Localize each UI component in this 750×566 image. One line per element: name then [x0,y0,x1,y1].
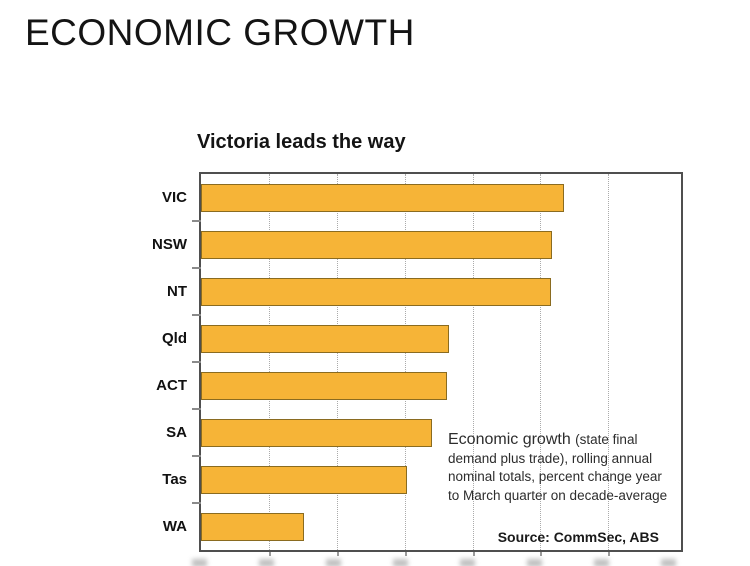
bars-layer: VIC NSW NT Qld ACT SA Tas WA [152,174,681,550]
category-label: ACT [156,377,187,394]
bar-wa [201,512,305,541]
category-label: SA [166,424,187,441]
annotation-text: to March quarter on decade-average [448,487,668,503]
bar-tas [201,465,408,494]
x-tick [540,552,543,556]
bar-qld [201,324,449,353]
annotation-line: to March quarter on decade-average [448,487,694,506]
bar-row: Tas [162,456,681,503]
annotation-line: nominal totals, percent change year [448,468,694,487]
category-label: NSW [152,236,187,253]
category-label: Qld [162,330,187,347]
bar-sa [201,418,432,447]
annotation-text: nominal totals, percent change year [448,469,662,484]
bar-act [201,371,447,400]
category-label: WA [162,518,187,535]
y-tick [192,502,201,504]
bar-row: SA [166,409,681,456]
x-tick [404,552,407,556]
annotation-line: demand plus trade), rolling annual [448,450,694,469]
page-title: ECONOMIC GROWTH [25,12,415,53]
gridline [540,174,542,550]
cropped-axis-labels [192,559,692,566]
bar-nsw [201,230,552,259]
category-label: NT [167,283,187,300]
x-tick [268,552,271,556]
annotation-line: Economic growth (state final [448,431,694,450]
plot-area: VIC NSW NT Qld ACT SA Tas WA Economic growth (s… [152,172,683,556]
chart-title: Victoria leads the way [197,131,406,153]
bar-row: ACT [156,362,681,409]
y-tick [192,361,201,363]
annotation-text: (state final [575,432,638,447]
x-tick [472,552,475,556]
category-label: Tas [162,471,187,488]
annotation-text: demand plus trade), rolling annual [448,450,653,466]
y-tick [192,408,201,410]
gridline [404,174,406,550]
gridline [268,174,270,550]
bar-vic [201,183,565,212]
bar-row: VIC [162,174,681,221]
bar-nt [201,277,551,306]
y-tick [192,314,201,316]
bar-row: WA [163,503,681,550]
bar-row: NT [167,268,681,315]
annotation-lead: Economic growth [448,431,576,448]
gridline [608,174,610,550]
y-tick [192,455,201,457]
y-tick [192,267,201,269]
source-note: Source: CommSec, ABS [497,529,659,545]
bar-row: NSW [152,221,681,268]
gridline [472,174,474,550]
chart-annotation: Economic growth (state final demand plus … [448,431,694,505]
x-tick [608,552,611,556]
gridline [336,174,338,550]
y-tick [192,220,201,222]
category-label: VIC [161,189,187,206]
x-tick [336,552,339,556]
bar-row: Qld [162,315,681,362]
